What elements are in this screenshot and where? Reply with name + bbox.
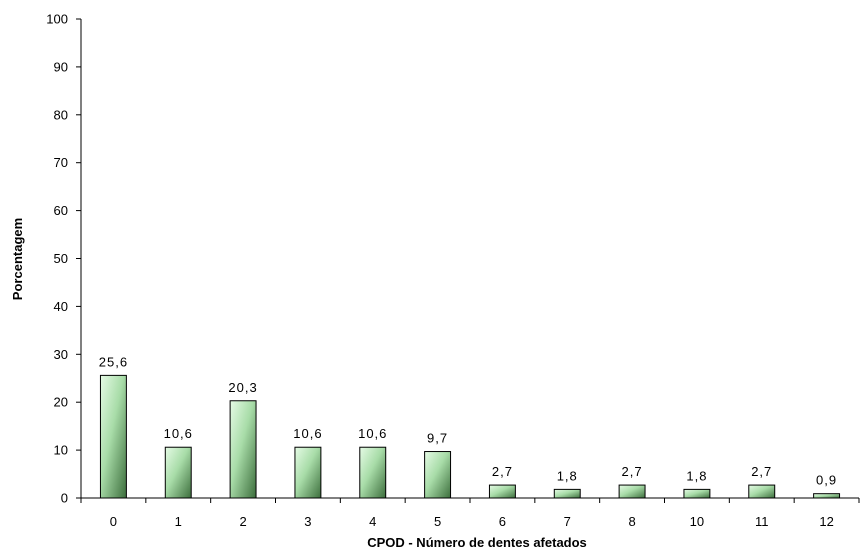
bar bbox=[99, 374, 127, 499]
data-label: 20,3 bbox=[228, 380, 257, 395]
x-tick-label: 12 bbox=[819, 514, 833, 529]
bar bbox=[359, 446, 387, 499]
bar bbox=[813, 493, 841, 499]
data-label: 10,6 bbox=[164, 426, 193, 441]
y-tick-label: 40 bbox=[54, 299, 68, 314]
x-tick-label: 3 bbox=[304, 514, 311, 529]
data-label: 2,7 bbox=[751, 464, 772, 479]
bar bbox=[488, 484, 516, 499]
y-tick-label: 20 bbox=[54, 395, 68, 410]
data-label: 10,6 bbox=[358, 426, 387, 441]
y-tick-label: 60 bbox=[54, 203, 68, 218]
y-axis-title: Porcentagem bbox=[10, 218, 25, 300]
bar bbox=[294, 446, 322, 499]
bars bbox=[99, 374, 841, 499]
x-axis-title: CPOD - Número de dentes afetados bbox=[367, 535, 587, 550]
data-label: 10,6 bbox=[293, 426, 322, 441]
x-tick-label: 11 bbox=[755, 514, 769, 529]
bar bbox=[164, 446, 192, 499]
x-tick-label: 4 bbox=[369, 514, 376, 529]
y-tick-label: 90 bbox=[54, 59, 68, 74]
data-label: 25,6 bbox=[99, 354, 128, 369]
data-labels: 25,6 10,6 20,3 10,6 10,6 9,7 2,7 1,8 2,7 1,8 2,7 0,… bbox=[99, 354, 837, 488]
data-label: 2,7 bbox=[492, 464, 513, 479]
x-tick-label: 7 bbox=[564, 514, 571, 529]
x-tick-label: 8 bbox=[628, 514, 635, 529]
x-tick-label: 10 bbox=[690, 514, 704, 529]
x-tick-label: 6 bbox=[499, 514, 506, 529]
data-label: 2,7 bbox=[622, 464, 643, 479]
y-tick-label: 0 bbox=[61, 491, 68, 506]
bar bbox=[229, 400, 257, 499]
x-tick-label: 2 bbox=[239, 514, 246, 529]
data-label: 1,8 bbox=[686, 468, 707, 483]
data-label: 0,9 bbox=[816, 473, 837, 488]
x-tick-label: 5 bbox=[434, 514, 441, 529]
y-tick-label: 30 bbox=[54, 347, 68, 362]
y-tick-label: 70 bbox=[54, 155, 68, 170]
x-tick-label: 0 bbox=[110, 514, 117, 529]
y-tick-label: 100 bbox=[46, 12, 68, 27]
data-label: 1,8 bbox=[557, 468, 578, 483]
bar bbox=[553, 488, 581, 499]
y-tick-label: 80 bbox=[54, 107, 68, 122]
y-axis-title-group: Porcentagem bbox=[10, 218, 25, 300]
y-axis: 0 10 20 30 40 50 60 70 80 90 100 bbox=[46, 12, 82, 506]
data-label: 9,7 bbox=[427, 431, 448, 446]
bar bbox=[748, 484, 776, 499]
bar bbox=[683, 488, 711, 499]
bar bbox=[424, 451, 452, 499]
y-tick-label: 50 bbox=[54, 251, 68, 266]
bar bbox=[618, 484, 646, 499]
y-tick-label: 10 bbox=[54, 443, 68, 458]
x-axis: 0 1 2 3 4 5 6 7 8 10 11 12 bbox=[80, 497, 860, 529]
x-tick-label: 1 bbox=[175, 514, 182, 529]
